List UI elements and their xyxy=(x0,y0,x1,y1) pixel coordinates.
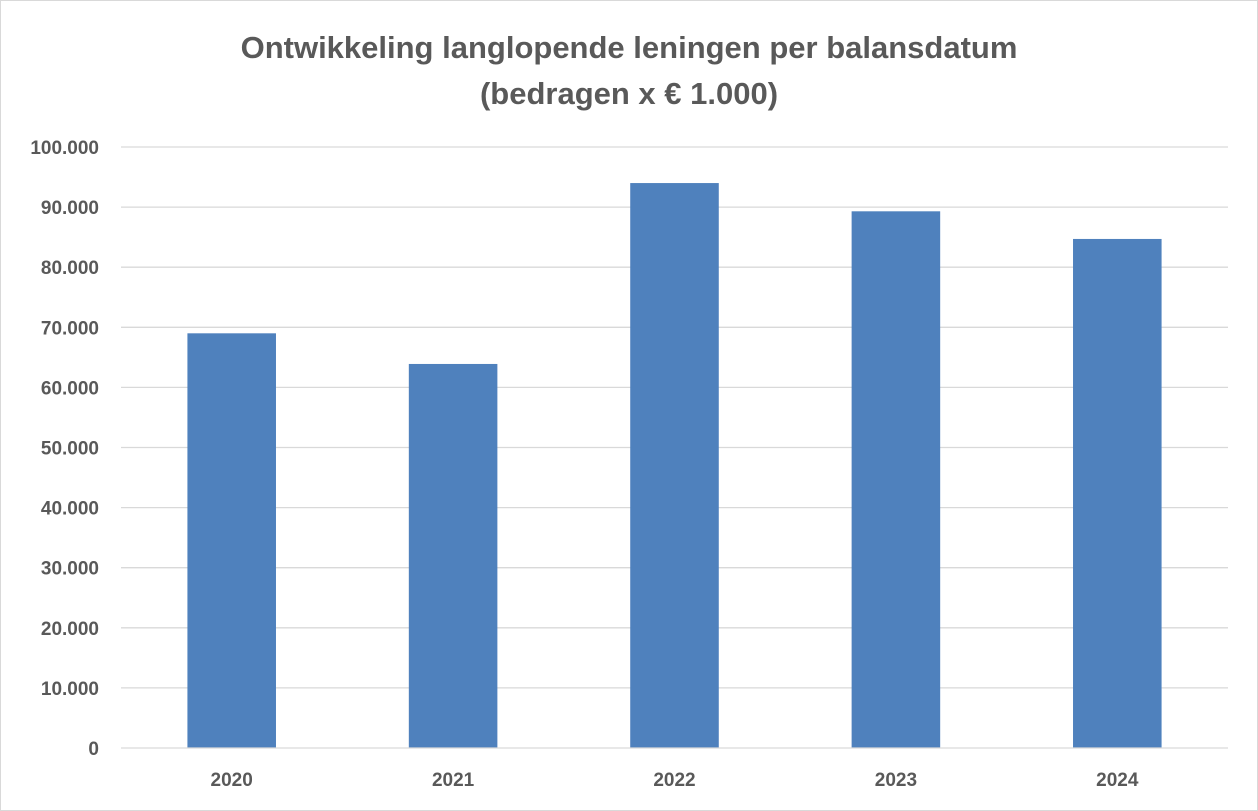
chart-title-line-1: Ontwikkeling langlopende leningen per ba… xyxy=(241,30,1018,65)
bar-2024 xyxy=(1073,238,1162,748)
bar-2022 xyxy=(630,183,719,748)
y-tick-label: 60.000 xyxy=(41,378,99,399)
x-tick-label: 2021 xyxy=(432,770,475,791)
x-tick-label: 2022 xyxy=(653,770,695,791)
chart-title-line-2: (bedragen x € 1.000) xyxy=(480,76,778,111)
y-tick-label: 80.000 xyxy=(41,258,99,279)
y-axis-tick-labels: 0 10.000 20.000 30.000 40.000 50.000 60.000 70.… xyxy=(30,138,99,760)
y-tick-label: 40.000 xyxy=(41,499,99,520)
x-axis-tick-labels: 2020 2021 2022 2023 2024 xyxy=(211,770,1139,791)
x-tick-label: 2020 xyxy=(211,770,253,791)
bar-2021 xyxy=(408,363,498,748)
y-tick-label: 0 xyxy=(88,739,99,760)
bars xyxy=(187,183,1162,748)
x-tick-label: 2024 xyxy=(1096,770,1139,791)
y-tick-label: 90.000 xyxy=(41,198,99,219)
x-tick-label: 2023 xyxy=(875,770,917,791)
y-tick-label: 50.000 xyxy=(41,439,99,460)
y-tick-label: 20.000 xyxy=(41,619,99,640)
bar-2023 xyxy=(851,211,941,748)
bar-2020 xyxy=(187,333,276,748)
y-tick-label: 30.000 xyxy=(41,559,99,580)
y-tick-label: 10.000 xyxy=(41,679,99,700)
y-tick-label: 100.000 xyxy=(30,138,99,159)
y-tick-label: 70.000 xyxy=(41,318,99,339)
